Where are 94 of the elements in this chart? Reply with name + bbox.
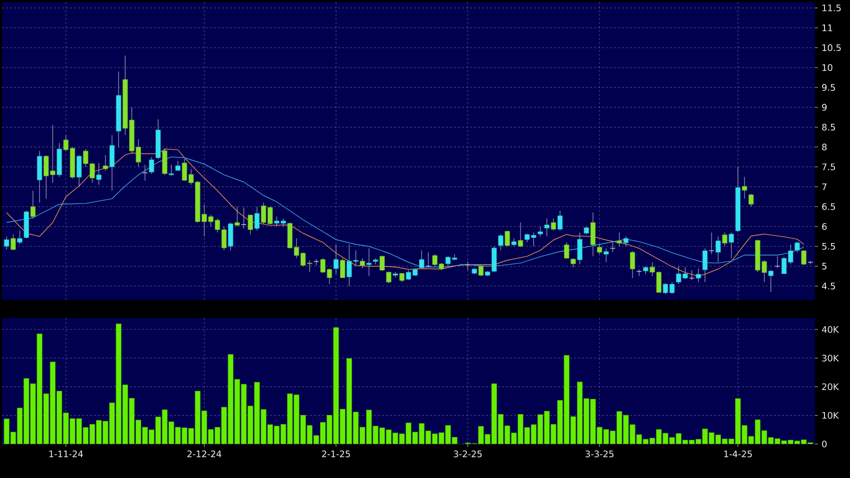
x-tick-label: 2-1-25 [322, 450, 350, 458]
y-tick-label: 11 [822, 24, 832, 32]
candlestick [577, 232, 582, 265]
candlestick [702, 248, 708, 282]
candlestick [360, 258, 365, 269]
y-tick-label: 10K [822, 412, 839, 419]
candlestick [748, 194, 754, 207]
bar [182, 428, 188, 444]
candlestick [380, 255, 385, 272]
candlestick [716, 236, 721, 263]
y-tick-label: 4.5 [822, 282, 836, 290]
candlestick [102, 154, 108, 172]
bar [590, 398, 596, 444]
bar [742, 425, 748, 444]
y-tick-label: 11.5 [822, 4, 841, 12]
candlestick [688, 270, 695, 280]
y-tick-label: 7 [822, 183, 826, 190]
bar [478, 426, 484, 444]
candlestick [248, 214, 253, 235]
candlestick [333, 244, 339, 274]
candlestick [518, 222, 524, 248]
candlestick [168, 164, 174, 176]
candlestick [597, 244, 602, 255]
candlestick [234, 206, 240, 227]
y-tick-label: 8 [822, 144, 827, 150]
candlestick [366, 248, 372, 276]
x-tick-label: 1-4-25 [724, 450, 752, 458]
candlestick [630, 250, 636, 278]
bar [254, 382, 260, 444]
y-tick-label: 10 [822, 64, 832, 71]
candlestick [254, 206, 260, 231]
bar [70, 418, 76, 444]
candlestick [109, 134, 115, 192]
candlestick [162, 148, 168, 176]
candlestick [478, 265, 484, 276]
candlestick [722, 232, 728, 247]
candlestick [4, 236, 10, 250]
bar [294, 394, 300, 444]
candlestick [96, 162, 102, 186]
candlestick [616, 232, 622, 247]
candlestick [610, 241, 616, 253]
candlestick [590, 212, 596, 257]
bar [518, 414, 524, 444]
bar [702, 428, 708, 444]
y-tick-label: 6.5 [822, 203, 836, 210]
candlestick [142, 164, 148, 182]
candlestick [36, 150, 42, 203]
y-tick-label: 5 [822, 262, 826, 270]
bar [406, 422, 412, 444]
y-tick-label: 0 [822, 440, 827, 448]
candlestick [175, 160, 180, 172]
candlestick [419, 250, 424, 269]
x-tick-label: 1-11-24 [49, 450, 83, 458]
x-tick-label: 2-12-24 [187, 450, 222, 458]
y-tick-label: 7.5 [822, 164, 836, 170]
bar [630, 424, 636, 444]
y-tick-label: 20K [822, 383, 839, 390]
candlestick [801, 250, 806, 266]
y-tick-label: 10.5 [822, 44, 841, 52]
candlestick [148, 156, 154, 174]
y-tick-label: 40K [822, 326, 839, 333]
y-tick-label: 9.5 [822, 84, 836, 91]
y-tick-label: 6 [822, 223, 827, 230]
candlestick [30, 190, 36, 219]
candlestick [504, 230, 510, 247]
bar [109, 402, 115, 444]
candlestick [538, 226, 543, 237]
candlestick [564, 242, 570, 259]
candlestick [76, 154, 82, 188]
y-tick-label: 8.5 [822, 124, 836, 131]
candlestick [240, 207, 247, 229]
candlestick [696, 268, 701, 282]
candlestick [544, 218, 550, 237]
candlestick [228, 222, 234, 251]
y-tick-label: 30K [822, 354, 839, 362]
candlestick [386, 271, 392, 284]
bar [366, 410, 372, 444]
y-tick-label: 5.5 [822, 243, 836, 250]
candlestick [604, 248, 609, 263]
candlestick [492, 246, 497, 272]
candlestick [17, 230, 22, 245]
candlestick [768, 270, 774, 292]
candlestick [10, 234, 16, 251]
candlestick [557, 210, 563, 231]
candlestick [728, 232, 734, 259]
candlestick [498, 234, 504, 251]
candlestick [742, 176, 748, 199]
candlestick [794, 241, 800, 253]
x-tick-label: 3-3-25 [586, 450, 614, 458]
y-tick-label: 9 [822, 104, 827, 111]
x-tick-label: 3-2-25 [454, 450, 482, 458]
candlestick [550, 218, 556, 231]
candlestick [623, 236, 628, 247]
candlestick [340, 258, 346, 278]
